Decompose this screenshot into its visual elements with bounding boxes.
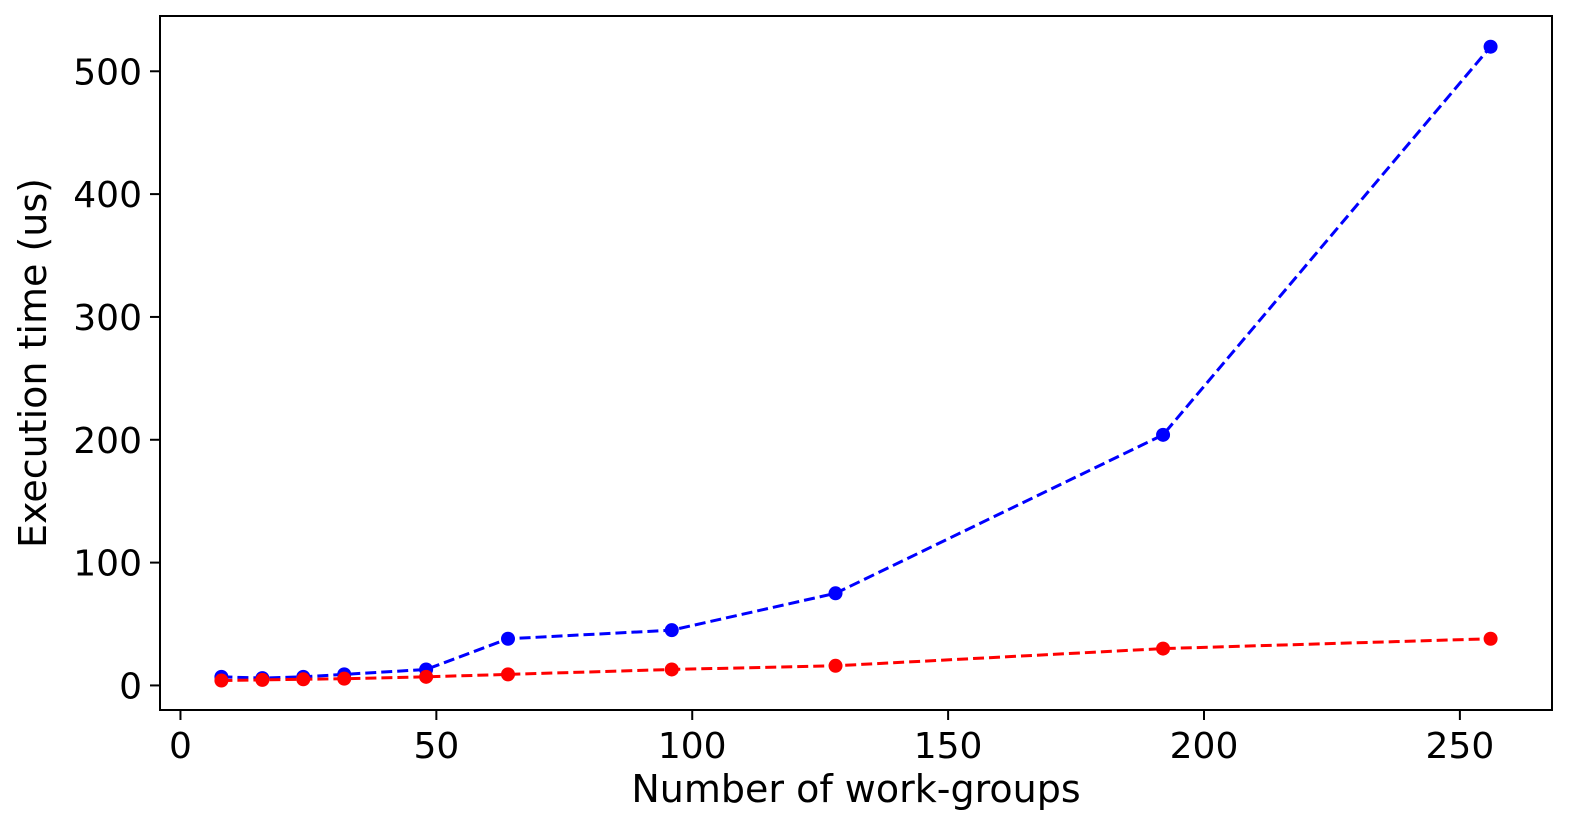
- y-tick-label: 0: [119, 666, 142, 707]
- data-point: [214, 673, 229, 688]
- plot-frame: [159, 15, 1553, 711]
- x-tick-label: 200: [1170, 726, 1239, 767]
- data-point: [1156, 641, 1171, 656]
- data-point: [664, 662, 679, 677]
- data-point: [1156, 427, 1171, 442]
- x-tick-label: 150: [914, 726, 983, 767]
- y-tick-label: 300: [73, 298, 142, 339]
- x-tick-label: 250: [1426, 726, 1495, 767]
- series-line: [221, 45, 1492, 680]
- x-axis-ticks: 0 50 100 150 200 250: [169, 710, 1494, 767]
- y-axis-ticks: 0 100 200 300 400 500: [73, 52, 160, 707]
- data-point: [337, 671, 352, 686]
- y-tick-label: 200: [73, 421, 142, 462]
- x-axis-label: Number of work-groups: [631, 767, 1080, 811]
- series-0: [214, 39, 1498, 686]
- data-point: [828, 658, 843, 673]
- x-tick-label: 0: [169, 726, 192, 767]
- data-point: [296, 672, 311, 687]
- data-point: [1483, 631, 1498, 646]
- series-layer: [214, 39, 1498, 688]
- y-tick-label: 100: [73, 544, 142, 585]
- data-point: [664, 623, 679, 638]
- data-point: [1483, 39, 1498, 54]
- y-tick-label: 500: [73, 52, 142, 93]
- data-point: [255, 672, 270, 687]
- data-point: [501, 631, 515, 646]
- data-point: [828, 586, 843, 601]
- series-1: [214, 631, 1498, 688]
- data-point: [419, 669, 434, 684]
- x-tick-label: 100: [658, 726, 727, 767]
- x-tick-label: 50: [413, 726, 459, 767]
- data-point: [501, 667, 515, 682]
- y-tick-label: 400: [73, 175, 142, 216]
- y-axis-label: Execution time (us): [11, 178, 55, 548]
- series-line: [221, 637, 1491, 683]
